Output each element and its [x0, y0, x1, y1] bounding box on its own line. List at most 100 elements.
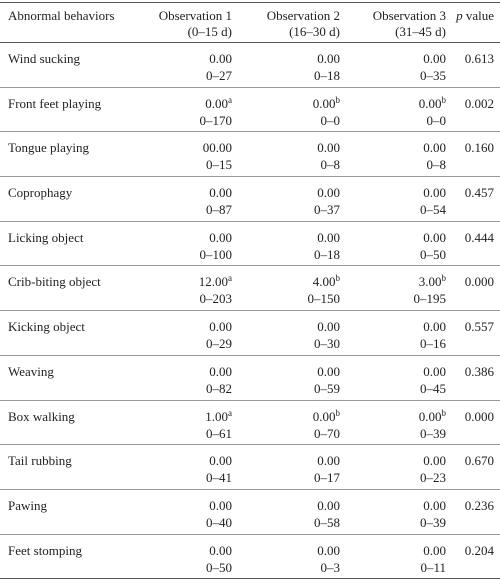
median-line: 0.00 — [150, 363, 232, 380]
range: 0–17 — [314, 470, 340, 486]
observation-cell: 0.00 0–40 — [150, 489, 238, 534]
observation-cell: 0.00 0–17 — [238, 445, 346, 490]
median: 0.00 — [423, 542, 446, 558]
header-cell: Observation 2 (16–30 d) — [238, 3, 346, 43]
table-row: Licking object 0.00 0–100 0.00 0–18 0.00 0–50 0… — [0, 221, 500, 266]
range: 0–27 — [206, 68, 232, 83]
observation-cell: 0.00 0–45 — [346, 355, 452, 400]
median: 0.00 — [209, 319, 232, 335]
observation-cell: 0.00 0–35 — [346, 43, 452, 88]
p-label: value — [465, 8, 494, 23]
observation-cell: 0.00 0–8 — [238, 132, 346, 177]
median: 0.00 — [317, 542, 340, 558]
observation-cell: 0.00b 0–0 — [238, 87, 346, 132]
range: 0–82 — [206, 380, 232, 396]
header-period: (31–45 d) — [395, 24, 446, 39]
observation-cell: 0.00b 0–0 — [346, 87, 452, 132]
range: 0–0 — [426, 112, 447, 128]
range: 0–170 — [199, 112, 233, 128]
range: 0–45 — [420, 380, 446, 396]
range: 0–15 — [206, 157, 232, 173]
significance-letter: b — [441, 407, 447, 418]
p-value-cell: 0.457 — [452, 177, 500, 222]
header-text: p value — [452, 8, 494, 24]
header-period: (0–15 d) — [187, 24, 232, 39]
table-row: Pawing 0.00 0–40 0.00 0–58 0.00 0–39 0.236 — [0, 489, 500, 535]
observation-cell: 0.00 0–18 — [238, 43, 346, 88]
header-cell: Abnormal behaviors — [0, 3, 150, 43]
p-value: 0.457 — [464, 185, 494, 201]
significance-letter: b — [335, 407, 341, 418]
behavior-cell: Weaving — [0, 355, 150, 400]
significance-letter: b — [441, 94, 447, 105]
header-period: (16–30 d) — [289, 24, 340, 39]
median: 0.00 — [418, 95, 442, 111]
median-line: 12.00a — [150, 273, 232, 290]
behavior-cell: Pawing — [0, 489, 150, 534]
median-line: 0.00b — [346, 95, 446, 112]
behavior-cell: Box walking — [0, 400, 150, 445]
range: 0–8 — [426, 157, 447, 173]
median: 0.00 — [423, 497, 446, 513]
observation-cell: 00.00 0–15 — [150, 132, 238, 177]
behavior-name: Tail rubbing — [8, 453, 72, 469]
median-line: 0.00 — [238, 139, 340, 156]
median: 0.00 — [423, 229, 446, 245]
median-line: 0.00 — [150, 50, 232, 67]
behavior-cell: Tail rubbing — [0, 445, 150, 490]
median-line: 0.00 — [346, 363, 446, 380]
table-row: Kicking object 0.00 0–29 0.00 0–30 0.00 0–16 0.… — [0, 311, 500, 356]
table-row: Wind sucking 0.00 0–27 0.00 0–18 0.00 0–35 0.61… — [0, 43, 500, 88]
observation-cell: 0.00 0–100 — [150, 221, 238, 266]
observation-cell: 0.00 0–50 — [346, 221, 452, 266]
median: 0.00 — [423, 319, 446, 335]
observation-cell: 0.00 0–8 — [346, 132, 452, 177]
range: 0–39 — [420, 514, 446, 530]
range: 0–35 — [420, 68, 446, 83]
median-line: 0.00 — [346, 139, 446, 156]
median-line: 0.00 — [238, 363, 340, 380]
median-line: 0.00 — [238, 497, 340, 514]
observation-cell: 0.00 0–41 — [150, 445, 238, 490]
observation-cell: 0.00 0–16 — [346, 311, 452, 356]
range: 0–30 — [314, 336, 340, 352]
range: 0–8 — [320, 157, 341, 173]
range: 0–3 — [320, 559, 341, 575]
behavior-cell: Crib-biting object — [0, 266, 150, 311]
median: 0.00 — [317, 140, 340, 156]
significance-letter: a — [228, 407, 232, 418]
p-value-cell: 0.386 — [452, 355, 500, 400]
range: 0–29 — [206, 336, 232, 352]
median: 0.00 — [209, 453, 232, 469]
table-body: Wind sucking 0.00 0–27 0.00 0–18 0.00 0–35 0.61… — [0, 43, 500, 579]
median: 4.00 — [312, 274, 336, 290]
p-value-cell: 0.236 — [452, 489, 500, 534]
median: 0.00 — [209, 185, 232, 201]
observation-cell: 0.00 0–3 — [238, 534, 346, 579]
observation-cell: 0.00a 0–170 — [150, 87, 238, 132]
p-value-cell: 0.670 — [452, 445, 500, 490]
range: 0–203 — [199, 291, 233, 307]
p-value: 0.160 — [464, 140, 494, 156]
median: 12.00 — [198, 274, 228, 290]
significance-letter: a — [228, 94, 232, 105]
behavior-name: Front feet playing — [8, 95, 102, 111]
p-value-cell: 0.160 — [452, 132, 500, 177]
range: 0–100 — [199, 246, 233, 262]
behavior-name: Tongue playing — [8, 140, 90, 156]
median: 3.00 — [418, 274, 442, 290]
range: 0–59 — [314, 380, 340, 396]
header-text: Abnormal behaviors — [8, 8, 115, 23]
behavior-cell: Tongue playing — [0, 132, 150, 177]
observation-cell: 0.00 0–30 — [238, 311, 346, 356]
median: 0.00 — [209, 51, 232, 66]
p-value: 0.670 — [464, 453, 494, 469]
header-title: Observation 1 — [158, 8, 232, 23]
median-line: 0.00 — [346, 452, 446, 469]
observation-cell: 0.00 0–58 — [238, 489, 346, 534]
median: 0.00 — [317, 185, 340, 201]
behavior-name: Box walking — [8, 408, 75, 424]
median-line: 0.00 — [346, 229, 446, 246]
median: 0.00 — [209, 497, 232, 513]
